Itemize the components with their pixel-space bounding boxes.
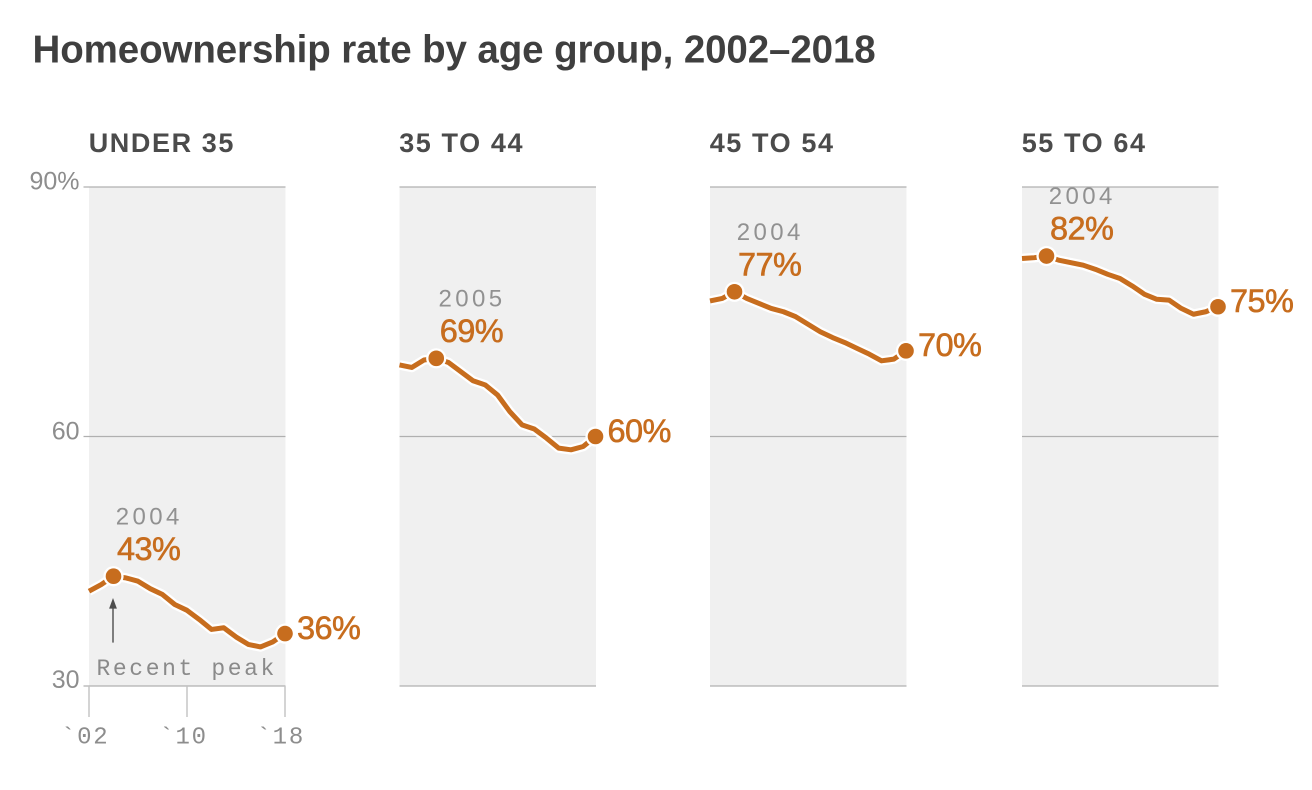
svg-text:35 TO 44: 35 TO 44 [399, 128, 524, 158]
svg-text:Recent peak: Recent peak [97, 656, 277, 682]
svg-text:75%: 75% [1230, 283, 1293, 319]
svg-text:43%: 43% [117, 531, 180, 567]
svg-text:90%: 90% [29, 168, 79, 196]
svg-text:`02: `02 [61, 725, 110, 752]
svg-text:`18: `18 [256, 725, 305, 752]
svg-text:70%: 70% [918, 327, 981, 363]
svg-text:2004: 2004 [737, 219, 804, 246]
svg-text:82%: 82% [1050, 211, 1113, 247]
svg-text:30: 30 [52, 666, 80, 694]
svg-text:Homeownership rate by age grou: Homeownership rate by age group, 2002–20… [33, 28, 876, 71]
svg-text:45 TO 54: 45 TO 54 [710, 128, 835, 158]
svg-text:77%: 77% [738, 246, 801, 282]
svg-text:UNDER 35: UNDER 35 [89, 128, 235, 158]
svg-text:60: 60 [52, 418, 80, 446]
svg-text:2005: 2005 [439, 286, 506, 313]
svg-text:36%: 36% [297, 610, 360, 646]
svg-text:60%: 60% [608, 413, 671, 449]
svg-text:`10: `10 [159, 725, 208, 752]
svg-text:2004: 2004 [1049, 183, 1116, 210]
svg-text:55 TO 64: 55 TO 64 [1022, 128, 1147, 158]
svg-text:69%: 69% [440, 313, 503, 349]
svg-text:2004: 2004 [116, 503, 183, 530]
